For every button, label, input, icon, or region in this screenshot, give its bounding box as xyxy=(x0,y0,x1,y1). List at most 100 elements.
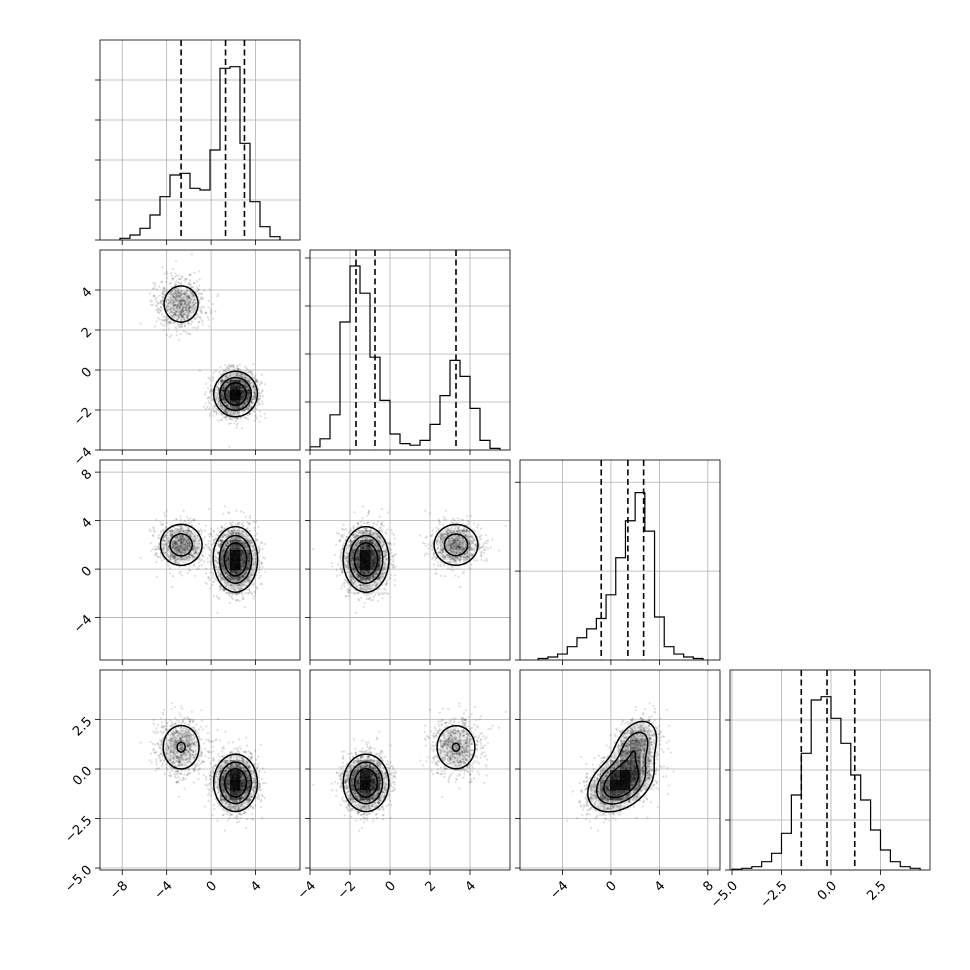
sample-point xyxy=(177,295,180,298)
sample-point xyxy=(187,555,190,558)
sample-point xyxy=(176,539,179,543)
sample-point xyxy=(209,391,212,394)
sample-point xyxy=(177,303,180,306)
sample-point xyxy=(264,416,267,419)
sample-point xyxy=(192,563,196,566)
sample-point xyxy=(181,299,184,302)
sample-point xyxy=(222,565,225,568)
sample-point xyxy=(252,553,255,556)
sample-point xyxy=(367,586,370,589)
sample-point xyxy=(217,398,220,401)
sample-point xyxy=(237,583,240,587)
sample-point xyxy=(174,303,177,307)
sample-point xyxy=(171,529,174,532)
sample-point xyxy=(209,388,213,391)
sample-point xyxy=(175,304,178,307)
sample-point xyxy=(187,542,190,546)
sample-point xyxy=(209,571,212,574)
sample-point xyxy=(192,545,196,548)
density-cells xyxy=(170,290,261,421)
sample-point xyxy=(240,374,243,377)
sample-point xyxy=(221,561,224,564)
sample-point xyxy=(235,538,238,541)
sample-point xyxy=(227,556,230,559)
sample-point xyxy=(162,546,165,550)
sample-point xyxy=(221,407,224,410)
sample-point xyxy=(209,412,212,415)
sample-point xyxy=(181,314,184,317)
sample-point xyxy=(250,401,253,404)
sample-point xyxy=(194,550,197,554)
sample-point xyxy=(177,543,180,547)
sample-point xyxy=(172,304,176,307)
sample-point xyxy=(244,572,247,575)
sample-point xyxy=(232,412,235,415)
sample-point xyxy=(175,541,178,545)
sample-point xyxy=(187,533,190,536)
sample-point xyxy=(246,400,249,403)
y-tick-label: −4 xyxy=(71,612,95,636)
sample-point xyxy=(246,386,249,389)
sample-point xyxy=(246,592,249,595)
sample-point xyxy=(219,579,223,582)
sample-point xyxy=(230,577,234,580)
sample-point xyxy=(219,573,222,576)
sample-point xyxy=(216,387,219,390)
sample-point xyxy=(230,575,234,578)
sample-point xyxy=(243,383,246,387)
sample-point xyxy=(215,413,218,416)
sample-point xyxy=(246,521,249,524)
sample-point xyxy=(228,411,231,414)
sample-point xyxy=(166,276,169,279)
sample-point xyxy=(239,375,242,378)
sample-point xyxy=(156,545,159,548)
sample-point xyxy=(253,391,256,394)
sample-point xyxy=(172,299,175,302)
sample-point xyxy=(199,559,202,562)
sample-point xyxy=(161,548,164,551)
sample-point xyxy=(162,292,166,296)
sample-point xyxy=(245,545,249,548)
sample-point xyxy=(241,574,244,577)
sample-point xyxy=(234,523,237,526)
sample-point xyxy=(181,537,185,540)
sample-point xyxy=(163,286,166,289)
sample-point xyxy=(197,284,201,287)
sample-point xyxy=(227,396,230,399)
sample-point xyxy=(214,369,218,373)
sample-point xyxy=(225,544,228,547)
sample-point xyxy=(241,575,244,578)
sample-point xyxy=(240,379,243,383)
sample-point xyxy=(172,546,175,549)
sample-point xyxy=(172,302,175,305)
sample-point xyxy=(179,319,183,322)
sample-point xyxy=(249,591,253,594)
sample-point xyxy=(169,320,172,323)
sample-point xyxy=(243,572,246,575)
sample-point xyxy=(234,401,238,404)
sample-point xyxy=(217,404,220,407)
sample-point xyxy=(216,293,220,296)
sample-point xyxy=(182,309,185,312)
sample-point xyxy=(153,553,157,556)
sample-point xyxy=(227,364,230,367)
sample-point xyxy=(178,559,181,563)
sample-point xyxy=(176,323,179,326)
sample-point xyxy=(217,399,220,403)
sample-point xyxy=(246,399,249,403)
sample-point xyxy=(190,532,193,536)
sample-point xyxy=(237,532,240,535)
sample-point xyxy=(225,392,228,396)
sample-point xyxy=(175,543,178,546)
sample-point xyxy=(180,303,183,306)
sample-point xyxy=(227,367,230,370)
sample-point xyxy=(248,522,251,525)
sample-point xyxy=(247,405,250,408)
sample-point xyxy=(182,312,185,316)
sample-point xyxy=(177,277,180,281)
sample-point xyxy=(184,538,187,541)
sample-point xyxy=(232,531,235,534)
sample-point xyxy=(178,310,181,313)
sample-point xyxy=(224,410,227,413)
sample-point xyxy=(178,529,181,533)
